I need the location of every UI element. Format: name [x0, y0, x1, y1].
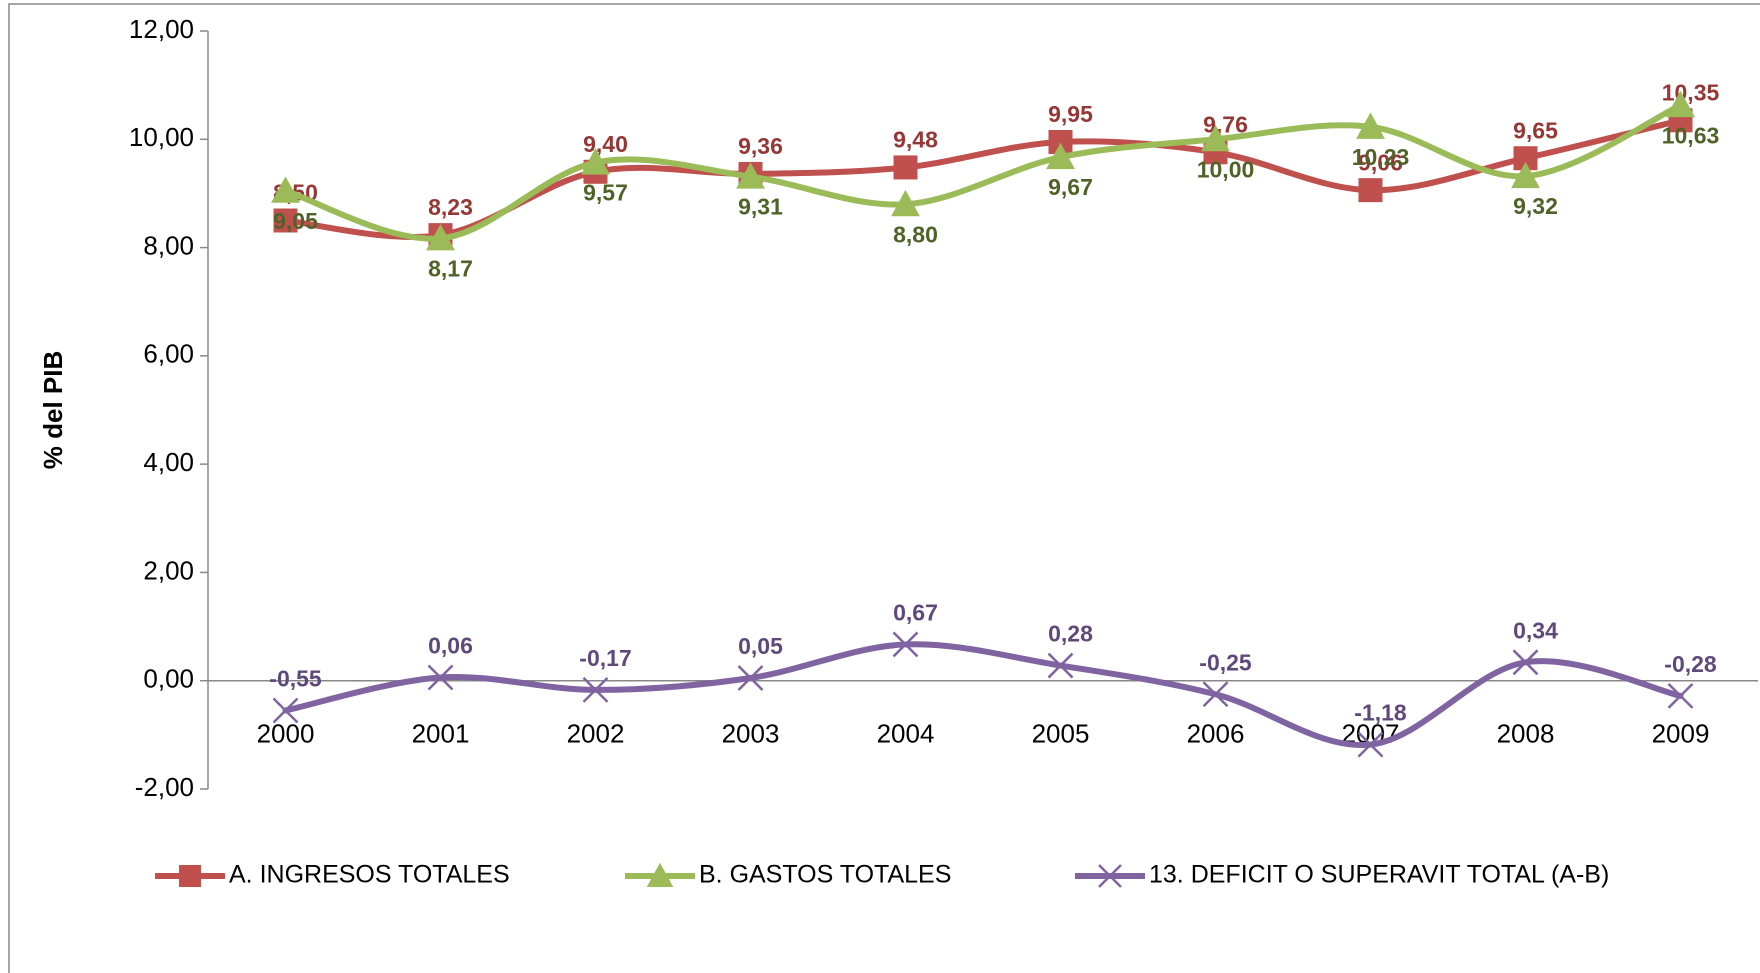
x-tick-label: 2008 [1497, 719, 1555, 749]
data-label: 9,40 [583, 131, 628, 157]
marker [426, 223, 455, 251]
legend-label: B. GASTOS TOTALES [699, 861, 951, 889]
x-tick-label: 2004 [877, 719, 935, 749]
data-label: 9,65 [1513, 117, 1558, 143]
data-label: 9,76 [1203, 111, 1248, 137]
data-label: 9,32 [1513, 193, 1558, 219]
marker [1356, 112, 1385, 139]
legend-label: 13. DEFICIT O SUPERAVIT TOTAL (A-B) [1149, 861, 1609, 889]
y-tick-label: 6,00 [143, 339, 194, 369]
y-tick-label: 10,00 [129, 122, 194, 152]
x-tick-label: 2009 [1652, 719, 1710, 749]
marker [893, 155, 918, 180]
marker [1511, 161, 1540, 189]
marker [1357, 731, 1384, 758]
data-label: 9,67 [1048, 174, 1093, 200]
data-label: 8,23 [428, 194, 473, 220]
y-tick-label: 0,00 [143, 664, 194, 694]
y-tick-label: -2,00 [135, 772, 194, 802]
data-label: 9,57 [583, 180, 628, 206]
data-label: 0,34 [1513, 617, 1558, 643]
marker [272, 697, 299, 724]
legend-marker [1098, 864, 1122, 888]
data-label: 9,36 [738, 133, 783, 159]
data-label: 10,63 [1662, 122, 1720, 148]
data-label: 8,80 [893, 221, 938, 247]
data-label: 10,35 [1662, 79, 1720, 105]
marker [427, 664, 454, 691]
marker [1666, 90, 1695, 118]
y-tick-label: 2,00 [143, 555, 194, 585]
y-tick-label: 8,00 [143, 230, 194, 260]
y-tick-label: 4,00 [143, 447, 194, 477]
data-label: -1,18 [1354, 700, 1407, 726]
data-label: 9,05 [273, 208, 318, 234]
marker [1202, 681, 1229, 708]
data-label: 9,31 [738, 194, 783, 220]
x-tick-label: 2003 [722, 719, 780, 749]
marker [271, 176, 300, 203]
marker [273, 208, 298, 233]
marker [1358, 178, 1383, 203]
data-label: 9,48 [893, 127, 938, 153]
data-label: -0,25 [1199, 649, 1252, 675]
marker [891, 189, 920, 217]
y-tick-label: 12,00 [129, 14, 194, 44]
data-label: -0,17 [579, 645, 631, 671]
data-label: 10,00 [1197, 156, 1255, 182]
marker [581, 148, 610, 175]
x-tick-label: 2006 [1187, 719, 1245, 749]
marker [1047, 652, 1074, 679]
marker [736, 162, 765, 189]
chart-frame [8, 3, 1760, 973]
x-tick-label: 2001 [412, 719, 470, 749]
y-axis-label: % del PIB [38, 351, 68, 469]
data-label: -0,28 [1664, 651, 1717, 677]
legend-marker [179, 865, 201, 887]
marker [892, 631, 919, 658]
data-label: 0,05 [738, 633, 783, 659]
marker [1667, 682, 1694, 709]
marker [582, 677, 609, 703]
x-tick-label: 2002 [567, 719, 625, 749]
data-label: 0,06 [428, 633, 473, 659]
x-tick-label: 2005 [1032, 719, 1090, 749]
x-tick-label: 2000 [257, 719, 315, 749]
legend-label: A. INGRESOS TOTALES [229, 861, 510, 889]
marker [737, 665, 764, 691]
series-line [282, 102, 1684, 242]
data-label: -0,55 [269, 666, 322, 692]
data-label: 9,06 [1358, 149, 1403, 175]
marker [1512, 649, 1539, 676]
marker [1201, 124, 1230, 152]
data-label: 10,23 [1352, 144, 1410, 170]
series-line [282, 641, 1684, 749]
data-label: 0,28 [1048, 621, 1093, 647]
marker [1046, 142, 1075, 170]
data-label: 9,95 [1048, 101, 1093, 127]
legend-marker [646, 862, 674, 887]
data-label: 8,17 [428, 255, 473, 281]
data-label: 0,67 [893, 600, 938, 626]
